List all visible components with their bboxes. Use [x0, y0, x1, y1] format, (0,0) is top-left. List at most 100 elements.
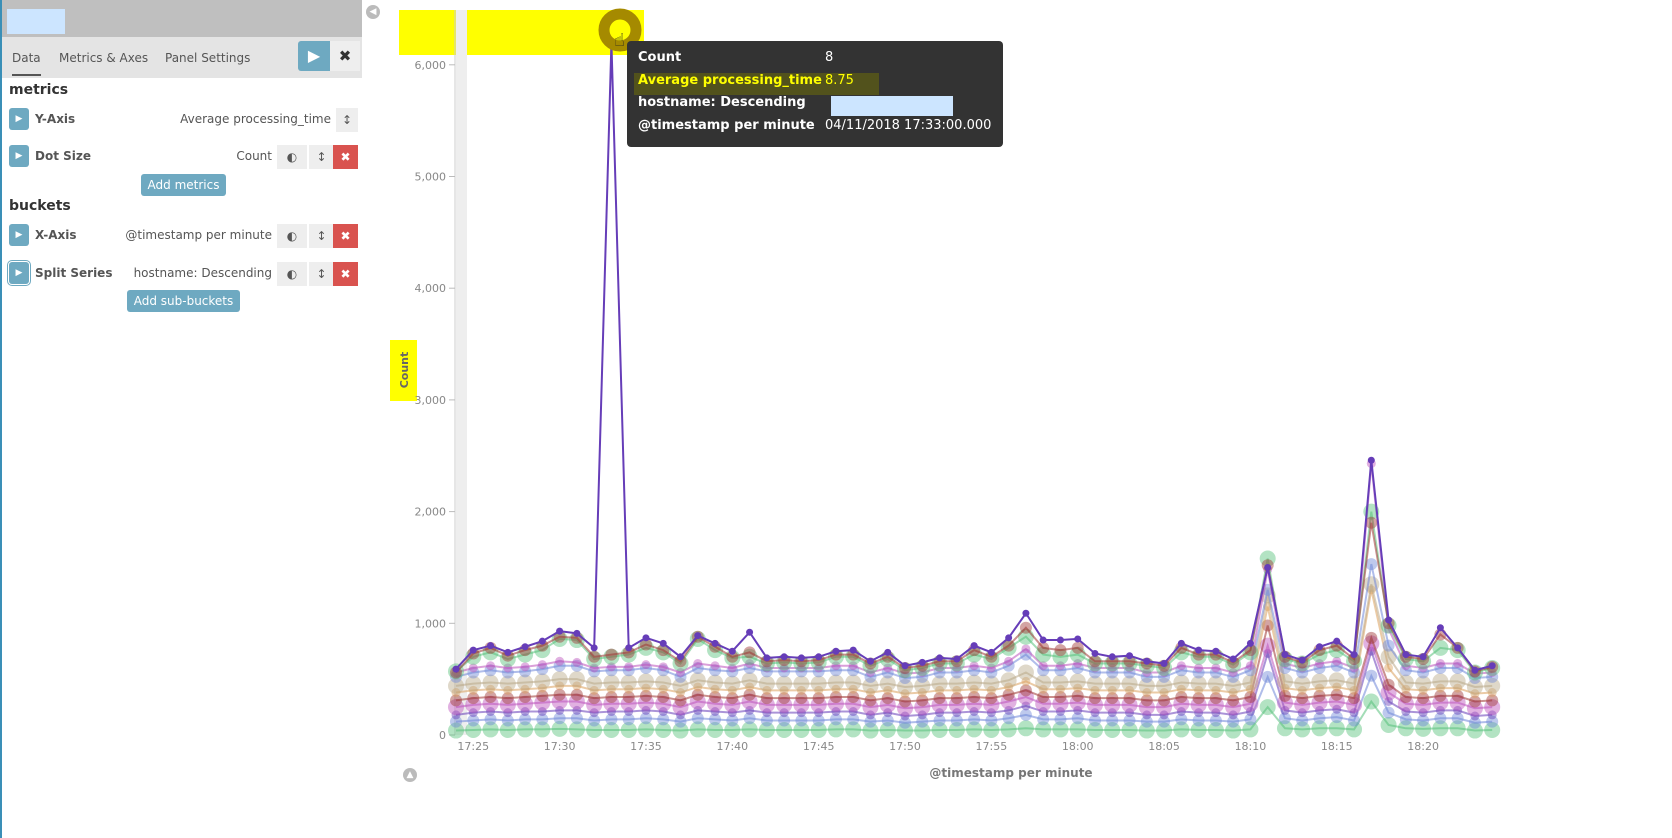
data-point[interactable] — [551, 671, 568, 688]
data-point[interactable] — [950, 714, 963, 727]
data-point[interactable] — [468, 708, 478, 718]
data-point[interactable] — [1090, 685, 1100, 695]
data-point[interactable] — [1021, 676, 1031, 686]
discard-button[interactable]: ✖ — [330, 41, 360, 71]
data-point[interactable] — [536, 713, 549, 726]
data-point[interactable] — [1435, 683, 1445, 693]
data-point[interactable] — [1432, 694, 1449, 711]
data-point[interactable] — [1365, 516, 1378, 529]
data-point[interactable] — [1264, 563, 1272, 571]
data-point[interactable] — [637, 694, 654, 711]
data-point[interactable] — [1121, 696, 1138, 713]
data-point[interactable] — [568, 721, 585, 738]
data-point[interactable] — [1346, 696, 1363, 713]
data-point[interactable] — [1125, 685, 1135, 695]
data-point[interactable] — [969, 684, 979, 694]
data-point[interactable] — [1004, 705, 1014, 715]
data-point[interactable] — [848, 707, 858, 717]
data-point[interactable] — [501, 714, 514, 727]
data-point[interactable] — [1311, 720, 1328, 737]
data-point[interactable] — [1454, 644, 1462, 652]
data-point[interactable] — [1038, 661, 1048, 671]
data-point[interactable] — [657, 691, 670, 704]
chevron-right-icon[interactable]: ▶ — [9, 108, 29, 130]
data-point[interactable] — [1418, 708, 1428, 718]
data-point[interactable] — [451, 688, 461, 698]
data-point[interactable] — [847, 691, 860, 704]
data-point[interactable] — [1071, 712, 1084, 725]
data-point[interactable] — [1090, 663, 1100, 673]
data-point[interactable] — [879, 675, 896, 692]
data-point[interactable] — [1297, 663, 1307, 673]
data-point[interactable] — [1330, 688, 1343, 701]
data-point[interactable] — [658, 684, 668, 694]
data-point[interactable] — [1449, 673, 1466, 690]
data-point[interactable] — [568, 671, 585, 688]
data-point[interactable] — [657, 644, 670, 657]
data-point[interactable] — [1037, 664, 1050, 677]
data-point[interactable] — [897, 722, 914, 739]
data-point[interactable] — [831, 661, 841, 671]
data-point[interactable] — [1088, 692, 1101, 705]
data-point[interactable] — [657, 713, 670, 726]
data-point[interactable] — [1039, 636, 1047, 644]
data-point[interactable] — [881, 714, 894, 727]
data-point[interactable] — [1125, 708, 1135, 718]
data-point[interactable] — [899, 695, 912, 708]
data-point[interactable] — [936, 654, 944, 662]
data-point[interactable] — [1052, 721, 1069, 738]
toggle-icon[interactable]: ◐ — [277, 145, 307, 169]
data-point[interactable] — [1417, 692, 1430, 705]
data-point[interactable] — [1207, 696, 1224, 713]
data-point[interactable] — [465, 721, 482, 738]
data-point[interactable] — [448, 722, 464, 739]
data-point[interactable] — [1106, 666, 1119, 679]
data-point[interactable] — [797, 654, 805, 662]
data-point[interactable] — [1451, 689, 1464, 702]
reorder-icon[interactable]: ↕ — [309, 262, 334, 286]
data-point[interactable] — [983, 721, 1000, 738]
data-point[interactable] — [1435, 705, 1445, 715]
data-point[interactable] — [1486, 670, 1499, 683]
data-point[interactable] — [1052, 674, 1069, 691]
data-point[interactable] — [1225, 722, 1242, 739]
data-point[interactable] — [674, 694, 687, 707]
data-point[interactable] — [916, 670, 929, 683]
data-point[interactable] — [1466, 700, 1483, 717]
data-point[interactable] — [1055, 684, 1065, 694]
data-point[interactable] — [983, 675, 1000, 692]
data-point[interactable] — [605, 648, 618, 661]
data-point[interactable] — [726, 692, 739, 705]
data-point[interactable] — [1432, 639, 1449, 656]
data-point[interactable] — [1069, 694, 1086, 711]
data-point[interactable] — [914, 722, 931, 739]
data-point[interactable] — [1054, 644, 1067, 657]
data-point[interactable] — [467, 692, 480, 705]
data-point[interactable] — [1019, 684, 1032, 697]
index-pattern-title[interactable] — [7, 9, 65, 34]
data-point[interactable] — [1190, 721, 1207, 738]
data-point[interactable] — [966, 695, 983, 712]
data-point[interactable] — [1315, 659, 1324, 669]
data-point[interactable] — [1348, 714, 1361, 727]
data-point[interactable] — [1436, 624, 1444, 632]
data-point[interactable] — [883, 663, 893, 673]
data-point[interactable] — [862, 699, 879, 716]
data-point[interactable] — [1350, 651, 1358, 659]
data-point[interactable] — [637, 639, 654, 656]
data-point[interactable] — [865, 688, 875, 698]
data-point[interactable] — [1332, 656, 1342, 666]
data-point[interactable] — [1000, 672, 1017, 689]
data-point[interactable] — [1123, 655, 1136, 668]
data-point[interactable] — [793, 655, 810, 672]
data-point[interactable] — [986, 685, 996, 695]
remove-icon[interactable]: ✖ — [333, 145, 358, 169]
collapse-legend-icon[interactable]: ▲ — [403, 768, 417, 782]
toggle-icon[interactable]: ◐ — [277, 262, 307, 286]
data-point[interactable] — [966, 721, 983, 738]
data-point[interactable] — [1175, 713, 1188, 726]
data-point[interactable] — [1435, 659, 1445, 669]
data-point[interactable] — [845, 721, 862, 738]
data-point[interactable] — [780, 653, 788, 661]
data-point[interactable] — [1159, 710, 1169, 720]
